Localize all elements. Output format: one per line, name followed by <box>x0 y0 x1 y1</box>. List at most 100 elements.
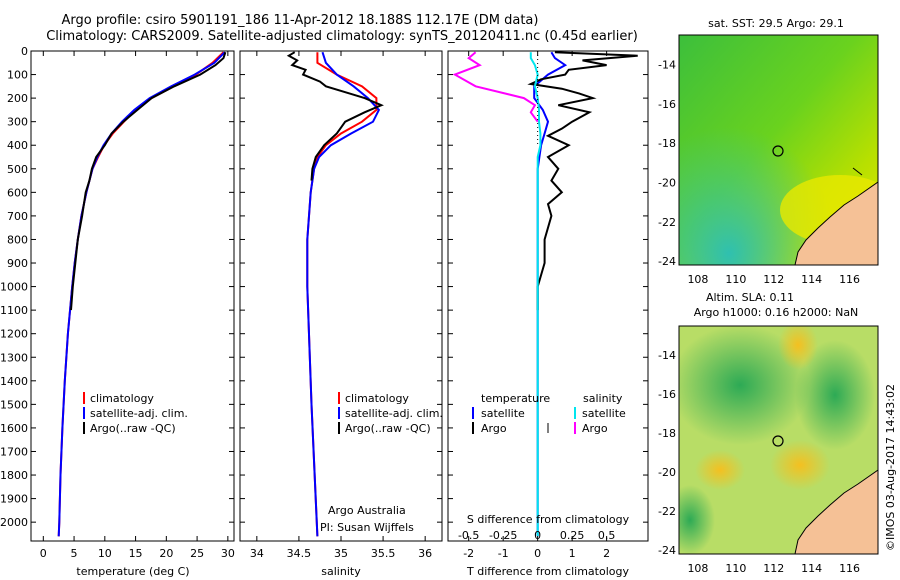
x-tick-label: 0 <box>534 547 541 560</box>
map-y-tick-label: -24 <box>658 544 676 557</box>
map-x-tick-label: 108 <box>687 562 708 575</box>
y-tick-label: 100 <box>7 69 28 82</box>
series-argo-raw-qc- <box>70 51 227 311</box>
sla-low-region-2 <box>795 340 875 450</box>
x-tick-label: 35 <box>334 547 348 560</box>
y-tick-label: 700 <box>7 210 28 223</box>
legend-satellite: satellite-adj. clim. <box>90 407 188 420</box>
legend-satellite: satellite-adj. clim. <box>345 407 443 420</box>
y-tick-label: 1400 <box>0 375 28 388</box>
difference-panel <box>447 50 649 542</box>
annotation-argo-australia: Argo Australia <box>328 504 406 517</box>
y-tick-label: 900 <box>7 257 28 270</box>
sla-low-region-1 <box>679 326 810 445</box>
legend-s-satellite: satellite <box>582 407 626 420</box>
y-tick-label: 1600 <box>0 422 28 435</box>
map-x-tick-label: 112 <box>763 562 784 575</box>
map-x-tick-label: 108 <box>687 273 708 286</box>
y-tick-label: 1200 <box>0 328 28 341</box>
sla-map-title-1: Altim. SLA: 0.11 <box>706 291 794 304</box>
sst-map <box>679 35 878 265</box>
temperature-xlabel: temperature (deg C) <box>76 565 189 578</box>
annotation-pi: PI: Susan Wijffels <box>320 521 414 534</box>
map-y-tick-label: -14 <box>658 58 676 71</box>
map-y-tick-label: -20 <box>658 176 676 189</box>
sst-map-title: sat. SST: 29.5 Argo: 29.1 <box>708 17 844 30</box>
sla-high-region-1 <box>778 326 818 370</box>
map-y-tick-label: -24 <box>658 255 676 268</box>
australia-coast <box>794 181 878 265</box>
x-tick-label: 1 <box>569 547 576 560</box>
imos-timestamp: ©IMOS 03-Aug-2017 14:43:02 <box>884 384 897 551</box>
salinity-panel <box>239 50 443 542</box>
axis-ticks: 0 5 10 15 20 25 30 34 34.5 35 35.5 36 -2 -1 0 1 2 -0.5 -0.… <box>0 45 860 575</box>
map-x-tick-label: 114 <box>801 562 822 575</box>
temperature-legend: climatology satellite-adj. clim. Argo(..… <box>83 392 188 435</box>
sla-map-title-2: Argo h1000: 0.16 h2000: NaN <box>694 306 859 319</box>
map-y-tick-label: -22 <box>658 505 676 518</box>
map-y-tick-label: -16 <box>658 98 676 111</box>
difference-legend: temperature salinity satellite Argo sate… <box>472 392 626 435</box>
legend-s-argo: Argo <box>582 422 608 435</box>
y-tick-label: 300 <box>7 116 28 129</box>
series-satellite-adj-clim- <box>306 51 381 537</box>
y-tick-label: 200 <box>7 92 28 105</box>
x-tick-label: 20 <box>159 547 173 560</box>
y-tick-label: 600 <box>7 186 28 199</box>
map-x-tick-label: 112 <box>763 273 784 286</box>
map-x-tick-label: 110 <box>725 273 746 286</box>
salinity-xlabel: salinity <box>321 565 361 578</box>
s-tick-label: 0 <box>534 529 541 542</box>
map-x-tick-label: 114 <box>801 273 822 286</box>
map-x-tick-label: 116 <box>839 273 860 286</box>
map-y-tick-label: -14 <box>658 349 676 362</box>
y-tick-label: 1000 <box>0 281 28 294</box>
s-tick-label: 0.25 <box>560 529 585 542</box>
legend-header-temperature: temperature <box>481 392 550 405</box>
x-tick-label: 15 <box>129 547 143 560</box>
y-tick-label: 1500 <box>0 398 28 411</box>
y-tick-label: 1900 <box>0 493 28 506</box>
map-y-tick-label: -18 <box>658 137 676 150</box>
x-tick-label: 2 <box>603 547 610 560</box>
series-argo-raw-qc- <box>286 51 384 181</box>
temperature-series <box>57 51 227 537</box>
x-tick-label: -1 <box>498 547 509 560</box>
x-tick-label: 34 <box>250 547 264 560</box>
x-tick-label: 35.5 <box>371 547 396 560</box>
argo-float-marker <box>772 435 784 447</box>
y-tick-label: 500 <box>7 163 28 176</box>
sla-high-region-3 <box>695 450 745 490</box>
difference-series <box>452 51 638 537</box>
coastline-fragment <box>852 167 863 176</box>
series-s-argo <box>452 51 539 123</box>
temperature-panel <box>30 50 235 542</box>
legend-climatology: climatology <box>345 392 409 405</box>
x-tick-label: -2 <box>463 547 474 560</box>
legend-climatology: climatology <box>90 392 154 405</box>
sla-map <box>679 326 878 554</box>
s-diff-xlabel: S difference from climatology <box>467 513 630 526</box>
legend-argo: Argo(..raw -QC) <box>90 422 176 435</box>
x-tick-label: 30 <box>221 547 235 560</box>
x-tick-label: 0 <box>40 547 47 560</box>
map-y-tick-label: -18 <box>658 427 676 440</box>
x-tick-label: 36 <box>418 547 432 560</box>
sla-high-region-2 <box>770 440 830 490</box>
sla-map-frame <box>678 325 879 555</box>
map-x-tick-label: 110 <box>725 562 746 575</box>
argo-float-marker <box>772 145 784 157</box>
y-tick-label: 1700 <box>0 445 28 458</box>
australia-coast <box>794 469 878 554</box>
map-y-tick-label: -20 <box>658 466 676 479</box>
x-tick-label: 34.5 <box>287 547 312 560</box>
y-tick-label: 1800 <box>0 469 28 482</box>
s-tick-label: -0.5 <box>458 529 479 542</box>
title-line-1: Argo profile: csiro 5901191_186 11-Apr-2… <box>62 13 539 28</box>
s-tick-label: 0.5 <box>598 529 616 542</box>
s-tick-label: -0.25 <box>489 529 517 542</box>
map-y-tick-label: -16 <box>658 388 676 401</box>
sst-map-frame <box>678 34 879 266</box>
series-s-satellite <box>529 52 542 537</box>
